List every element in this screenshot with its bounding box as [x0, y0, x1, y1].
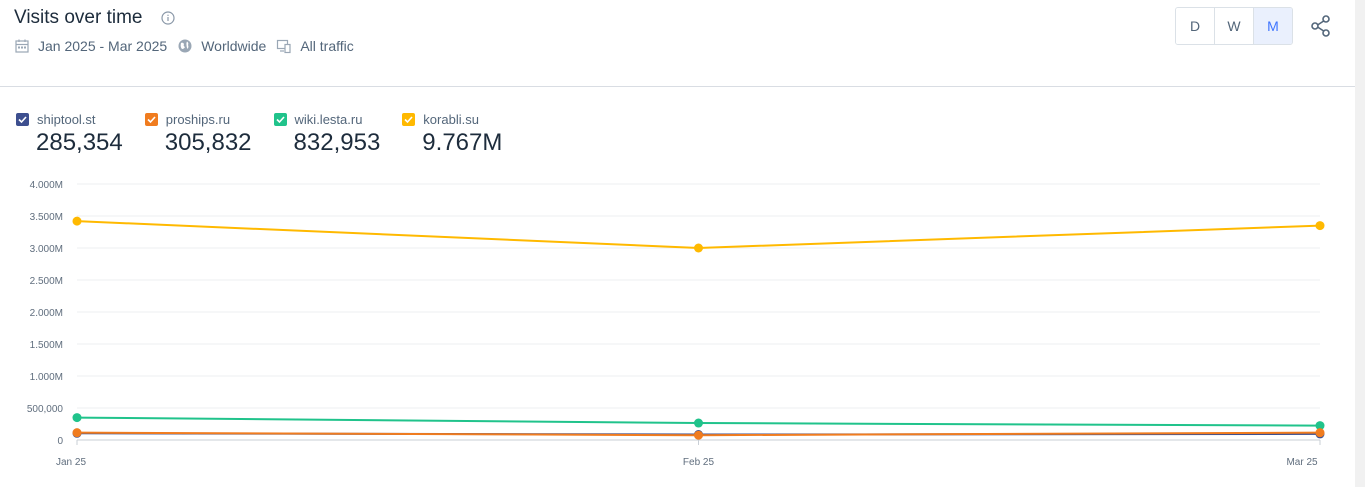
legend-label: proships.ru	[165, 112, 231, 127]
y-tick-label: 1.000M	[30, 372, 63, 383]
legend-total: 305,832	[164, 129, 252, 156]
legend-item-shiptool[interactable]: shiptool.st 285,354	[16, 112, 123, 157]
x-tick-label: Feb 25	[683, 457, 715, 468]
data-point-proships-ru	[1315, 428, 1325, 438]
data-point-proships-ru	[72, 428, 82, 438]
legend-label: korabli.su	[423, 112, 479, 127]
data-point-wiki-lesta-ru	[72, 413, 82, 423]
data-point-korabli-su	[694, 243, 703, 253]
calendar-icon	[15, 39, 29, 53]
data-point-wiki-lesta-ru	[1315, 421, 1325, 431]
filter-summary: Jan 2025 - Mar 2025 Worldwide All traffi…	[14, 38, 364, 54]
data-point-wiki-lesta-ru	[694, 418, 703, 428]
date-range-label: Jan 2025 - Mar 2025	[38, 38, 168, 54]
y-tick-label: 500,000	[27, 404, 64, 415]
legend-label: wiki.lesta.ru	[294, 112, 363, 127]
y-tick-label: 2.000M	[30, 308, 63, 319]
data-point-korabli-su	[1315, 221, 1325, 231]
traffic-label: All traffic	[300, 38, 354, 54]
y-tick-label: 1.500M	[30, 340, 63, 351]
legend-item-wiki-lesta[interactable]: wiki.lesta.ru 832,953	[273, 112, 381, 157]
y-tick-label: 3.000M	[30, 244, 63, 255]
page-title: Visits over time	[14, 7, 143, 28]
checkbox-icon[interactable]	[144, 113, 158, 126]
legend-total: 9.767M	[422, 129, 503, 156]
legend-total: 832,953	[293, 129, 381, 156]
scrollbar[interactable]	[1355, 0, 1365, 487]
y-tick-label: 3.500M	[30, 212, 63, 223]
data-point-proships-ru	[694, 430, 703, 440]
granularity-toggle: D W M	[1175, 7, 1293, 45]
share-icon[interactable]	[1309, 14, 1333, 38]
granularity-day-button[interactable]: D	[1176, 8, 1215, 44]
info-icon[interactable]	[161, 11, 175, 25]
x-tick-label: Mar 25	[1286, 457, 1318, 468]
legend-item-proships[interactable]: proships.ru 305,832	[144, 112, 252, 157]
checkbox-icon[interactable]	[273, 113, 287, 126]
checkbox-icon[interactable]	[402, 113, 416, 126]
legend-item-korabli[interactable]: korabli.su 9.767M	[402, 112, 502, 157]
granularity-week-button[interactable]: W	[1215, 8, 1254, 44]
chart-header: Visits over time Jan 2025 - Mar 2025 Wor…	[0, 0, 1355, 87]
x-tick-label: Jan 25	[56, 457, 86, 468]
visits-line-chart: 0 500,000 1.000M 1.500M 2.000M 2.500M 3.000M 3.…	[27, 180, 1325, 468]
y-tick-label: 0	[57, 436, 63, 447]
region-label: Worldwide	[201, 38, 267, 54]
chart-legend: shiptool.st 285,354 proships.ru 305,832 …	[16, 112, 524, 157]
legend-label: shiptool.st	[37, 112, 96, 127]
devices-icon	[277, 39, 291, 54]
globe-icon	[178, 39, 192, 53]
y-tick-label: 2.500M	[30, 276, 63, 287]
granularity-month-button[interactable]: M	[1254, 8, 1292, 44]
legend-total: 285,354	[36, 129, 123, 156]
data-point-korabli-su	[72, 216, 82, 226]
checkbox-icon[interactable]	[16, 113, 29, 126]
y-tick-label: 4.000M	[30, 180, 63, 191]
